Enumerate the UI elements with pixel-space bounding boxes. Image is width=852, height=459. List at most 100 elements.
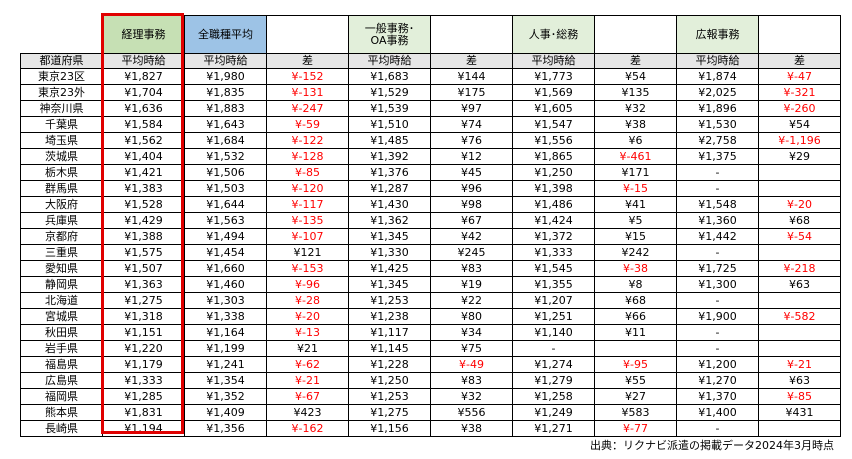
jinji-avg-cell[interactable]: ¥1,545 — [512, 260, 595, 277]
kouhou-diff-cell[interactable]: ¥29 — [758, 148, 841, 165]
kouhou-avg-cell[interactable]: ¥1,400 — [676, 404, 759, 421]
ippan-avg-cell[interactable]: ¥1,250 — [348, 372, 431, 389]
all-avg-cell[interactable]: ¥1,356 — [184, 420, 267, 437]
sub-header-avg[interactable]: 平均時給 — [184, 53, 267, 69]
prefecture-cell[interactable]: 東京23区 — [20, 68, 103, 85]
all-avg-cell[interactable]: ¥1,303 — [184, 292, 267, 309]
ippan-diff-cell[interactable]: ¥83 — [430, 372, 513, 389]
ippan-avg-cell[interactable]: ¥1,345 — [348, 228, 431, 245]
jinji-avg-cell[interactable]: ¥1,140 — [512, 324, 595, 341]
all-avg-cell[interactable]: ¥1,494 — [184, 228, 267, 245]
group-header-blank[interactable] — [430, 15, 513, 54]
jinji-avg-cell[interactable]: ¥1,274 — [512, 356, 595, 373]
all-diff-cell[interactable]: ¥-96 — [266, 276, 349, 293]
all-avg-cell[interactable]: ¥1,684 — [184, 132, 267, 149]
all-diff-cell[interactable]: ¥21 — [266, 340, 349, 357]
prefecture-cell[interactable]: 神奈川県 — [20, 100, 103, 117]
prefecture-cell[interactable]: 静岡県 — [20, 276, 103, 293]
keiri-avg-cell[interactable]: ¥1,275 — [102, 292, 185, 309]
group-header-blank[interactable] — [266, 15, 349, 54]
all-diff-cell[interactable]: ¥121 — [266, 244, 349, 261]
kouhou-avg-cell[interactable]: ¥1,360 — [676, 212, 759, 229]
prefecture-cell[interactable]: 茨城県 — [20, 148, 103, 165]
kouhou-avg-cell[interactable]: - — [676, 164, 759, 181]
jinji-diff-cell[interactable]: ¥-461 — [594, 148, 677, 165]
prefecture-cell[interactable]: 福岡県 — [20, 388, 103, 405]
jinji-diff-cell[interactable]: ¥-15 — [594, 180, 677, 197]
all-avg-cell[interactable]: ¥1,532 — [184, 148, 267, 165]
all-diff-cell[interactable]: ¥-107 — [266, 228, 349, 245]
prefecture-cell[interactable]: 愛知県 — [20, 260, 103, 277]
ippan-avg-cell[interactable]: ¥1,117 — [348, 324, 431, 341]
jinji-diff-cell[interactable]: ¥68 — [594, 292, 677, 309]
ippan-diff-cell[interactable]: ¥38 — [430, 420, 513, 437]
jinji-diff-cell[interactable]: ¥-95 — [594, 356, 677, 373]
keiri-avg-cell[interactable]: ¥1,584 — [102, 116, 185, 133]
keiri-avg-cell[interactable]: ¥1,363 — [102, 276, 185, 293]
all-avg-cell[interactable]: ¥1,506 — [184, 164, 267, 181]
all-diff-cell[interactable]: ¥-62 — [266, 356, 349, 373]
all-diff-cell[interactable]: ¥-117 — [266, 196, 349, 213]
all-avg-cell[interactable]: ¥1,409 — [184, 404, 267, 421]
kouhou-avg-cell[interactable]: ¥2,758 — [676, 132, 759, 149]
ippan-diff-cell[interactable]: ¥144 — [430, 68, 513, 85]
jinji-diff-cell[interactable]: ¥38 — [594, 116, 677, 133]
jinji-diff-cell[interactable]: ¥66 — [594, 308, 677, 325]
all-avg-cell[interactable]: ¥1,241 — [184, 356, 267, 373]
all-avg-cell[interactable]: ¥1,460 — [184, 276, 267, 293]
all-diff-cell[interactable]: ¥-162 — [266, 420, 349, 437]
ippan-avg-cell[interactable]: ¥1,362 — [348, 212, 431, 229]
jinji-avg-cell[interactable]: ¥1,773 — [512, 68, 595, 85]
kouhou-diff-cell[interactable]: ¥-582 — [758, 308, 841, 325]
all-diff-cell[interactable]: ¥-20 — [266, 308, 349, 325]
ippan-diff-cell[interactable]: ¥34 — [430, 324, 513, 341]
keiri-avg-cell[interactable]: ¥1,421 — [102, 164, 185, 181]
prefecture-cell[interactable]: 宮城県 — [20, 308, 103, 325]
all-avg-cell[interactable]: ¥1,354 — [184, 372, 267, 389]
kouhou-diff-cell[interactable]: ¥-47 — [758, 68, 841, 85]
sub-header-diff[interactable]: 差 — [594, 53, 677, 69]
keiri-avg-cell[interactable]: ¥1,831 — [102, 404, 185, 421]
jinji-diff-cell[interactable]: ¥15 — [594, 228, 677, 245]
jinji-diff-cell[interactable]: ¥32 — [594, 100, 677, 117]
all-diff-cell[interactable]: ¥-21 — [266, 372, 349, 389]
prefecture-cell[interactable]: 兵庫県 — [20, 212, 103, 229]
group-header-ippan-oa[interactable]: 一般事務･ OA事務 — [348, 15, 431, 54]
kouhou-diff-cell[interactable] — [758, 164, 841, 181]
ippan-diff-cell[interactable]: ¥75 — [430, 340, 513, 357]
ippan-avg-cell[interactable]: ¥1,156 — [348, 420, 431, 437]
all-avg-cell[interactable]: ¥1,563 — [184, 212, 267, 229]
group-header-jinji[interactable]: 人事･総務 — [512, 15, 595, 54]
sub-header-avg[interactable]: 平均時給 — [676, 53, 759, 69]
ippan-avg-cell[interactable]: ¥1,425 — [348, 260, 431, 277]
jinji-avg-cell[interactable]: ¥1,207 — [512, 292, 595, 309]
ippan-diff-cell[interactable]: ¥97 — [430, 100, 513, 117]
sub-header-diff[interactable]: 差 — [758, 53, 841, 69]
ippan-diff-cell[interactable]: ¥74 — [430, 116, 513, 133]
jinji-diff-cell[interactable]: ¥-77 — [594, 420, 677, 437]
kouhou-diff-cell[interactable] — [758, 420, 841, 437]
jinji-avg-cell[interactable]: ¥1,569 — [512, 84, 595, 101]
ippan-avg-cell[interactable]: ¥1,539 — [348, 100, 431, 117]
jinji-diff-cell[interactable]: ¥-38 — [594, 260, 677, 277]
kouhou-avg-cell[interactable]: ¥1,548 — [676, 196, 759, 213]
jinji-avg-cell[interactable]: ¥1,865 — [512, 148, 595, 165]
all-avg-cell[interactable]: ¥1,503 — [184, 180, 267, 197]
kouhou-diff-cell[interactable]: ¥-218 — [758, 260, 841, 277]
jinji-diff-cell[interactable]: ¥6 — [594, 132, 677, 149]
kouhou-diff-cell[interactable]: ¥-321 — [758, 84, 841, 101]
jinji-diff-cell[interactable]: ¥54 — [594, 68, 677, 85]
keiri-avg-cell[interactable]: ¥1,528 — [102, 196, 185, 213]
all-diff-cell[interactable]: ¥-128 — [266, 148, 349, 165]
kouhou-avg-cell[interactable]: - — [676, 180, 759, 197]
keiri-avg-cell[interactable]: ¥1,575 — [102, 244, 185, 261]
jinji-avg-cell[interactable]: ¥1,355 — [512, 276, 595, 293]
ippan-avg-cell[interactable]: ¥1,392 — [348, 148, 431, 165]
all-diff-cell[interactable]: ¥-131 — [266, 84, 349, 101]
all-avg-cell[interactable]: ¥1,454 — [184, 244, 267, 261]
ippan-diff-cell[interactable]: ¥80 — [430, 308, 513, 325]
all-avg-cell[interactable]: ¥1,338 — [184, 308, 267, 325]
sub-header-diff[interactable]: 差 — [266, 53, 349, 69]
group-header-kouhou[interactable]: 広報事務 — [676, 15, 759, 54]
jinji-diff-cell[interactable]: ¥171 — [594, 164, 677, 181]
